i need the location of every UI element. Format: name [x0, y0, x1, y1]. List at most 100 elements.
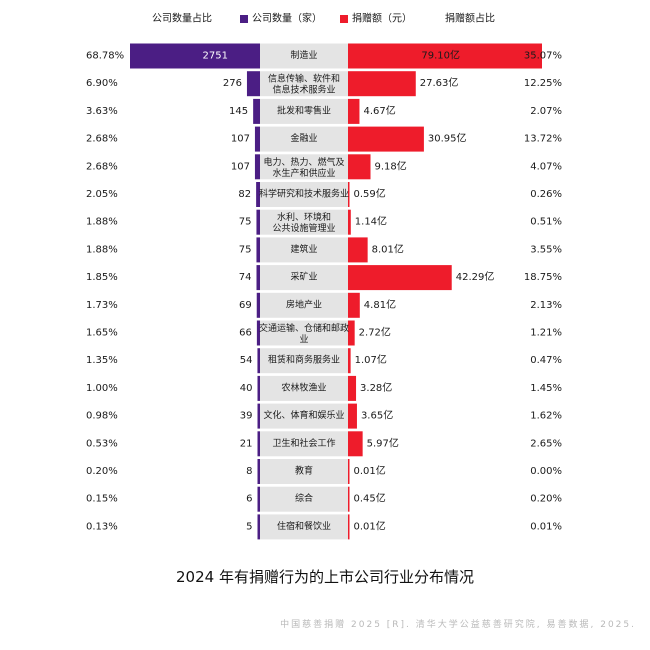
category-label: 建筑业	[290, 243, 317, 255]
donation-share-label: 0.26%	[530, 189, 562, 200]
category-label: 水利、环境和公共设施管理业	[272, 211, 335, 234]
donation-share-label: 3.55%	[530, 244, 562, 255]
donation-label: 4.81亿	[364, 298, 396, 311]
count-share-label: 0.15%	[86, 494, 118, 505]
count-label: 66	[239, 328, 252, 339]
count-share-label: 2.68%	[86, 161, 118, 172]
category-box	[260, 154, 348, 180]
donation-share-label: 0.01%	[530, 521, 562, 532]
bar-count	[256, 237, 260, 263]
bar-count	[246, 71, 260, 97]
category-box	[260, 237, 348, 263]
category-box	[260, 209, 348, 235]
count-share-label: 1.00%	[86, 383, 118, 394]
count-share-label: 0.20%	[86, 466, 118, 477]
donation-label: 27.63亿	[420, 76, 459, 89]
donation-share-label: 13.72%	[524, 134, 562, 145]
count-label: 74	[239, 272, 252, 283]
category-label: 制造业	[290, 49, 317, 61]
bar-count	[257, 431, 260, 457]
category-box	[260, 431, 348, 457]
bar-count	[257, 375, 260, 401]
bar-count	[256, 182, 260, 207]
bar-donation	[348, 209, 351, 235]
count-share-label: 1.73%	[86, 300, 118, 311]
donation-label: 30.95亿	[428, 132, 467, 145]
legend-count-share: 公司数量占比	[152, 12, 212, 25]
bar-count	[256, 292, 260, 318]
donation-label: 1.07亿	[355, 353, 387, 366]
category-box	[260, 292, 348, 318]
category-box	[260, 71, 348, 97]
donation-label: 3.65亿	[361, 409, 393, 422]
count-share-label: 1.35%	[86, 355, 118, 366]
category-box	[260, 182, 348, 207]
bar-count	[257, 403, 260, 429]
count-label: 21	[240, 438, 253, 449]
count-label: 6	[246, 494, 252, 505]
count-share-label: 1.85%	[86, 272, 118, 283]
donation-share-label: 0.20%	[530, 494, 562, 505]
legend-donation: 捐赠额（元）	[352, 12, 412, 25]
legend-swatch-count	[240, 15, 248, 23]
category-label: 信息传输、软件和信息技术服务业	[268, 73, 340, 96]
donation-share-label: 2.65%	[530, 438, 562, 449]
bar-count	[257, 514, 260, 540]
bar-donation	[348, 431, 363, 457]
category-label: 采矿业	[290, 271, 317, 283]
bar-donation	[348, 375, 357, 401]
bar-count	[253, 98, 260, 124]
bar-donation	[348, 126, 424, 152]
category-box	[260, 348, 348, 374]
donation-share-label: 35.07%	[524, 51, 562, 62]
category-label: 房地产业	[286, 298, 322, 310]
category-label: 综合	[295, 492, 313, 504]
count-label: 2751	[203, 51, 228, 62]
count-share-label: 1.65%	[86, 328, 118, 339]
category-label: 金融业	[290, 132, 317, 144]
donation-label: 2.72亿	[359, 326, 391, 339]
donation-share-label: 1.62%	[530, 411, 562, 422]
source-citation: 中国慈善捐赠 2025 [R]. 清华大学公益慈善研究院, 易善数据, 2025…	[280, 620, 636, 630]
bar-donation	[348, 320, 355, 346]
count-label: 8	[246, 466, 252, 477]
count-share-label: 1.88%	[86, 244, 118, 255]
legend-swatch-donation	[340, 15, 348, 23]
count-label: 107	[231, 134, 250, 145]
bar-donation	[348, 348, 351, 374]
bar-count	[257, 348, 260, 374]
donation-label: 3.28亿	[360, 381, 392, 394]
donation-label: 0.01亿	[354, 464, 386, 477]
bar-donation	[348, 403, 357, 429]
category-box	[260, 265, 348, 291]
count-label: 69	[239, 300, 252, 311]
chart-title: 2024 年有捐赠行为的上市公司行业分布情况	[176, 568, 474, 586]
donation-label: 42.29亿	[456, 270, 495, 283]
bar-donation	[348, 292, 360, 318]
category-label: 租赁和商务服务业	[268, 354, 340, 366]
count-label: 82	[238, 189, 251, 200]
category-label: 住宿和餐饮业	[277, 520, 331, 532]
donation-share-label: 0.00%	[530, 466, 562, 477]
category-label: 电力、热力、燃气及水生产和供应业	[263, 156, 344, 179]
category-box	[260, 43, 348, 69]
bar-count	[257, 459, 260, 484]
bar-count	[254, 154, 260, 180]
donation-label: 79.10亿	[421, 49, 460, 62]
bar-donation	[348, 43, 542, 69]
bar-donation	[348, 154, 371, 180]
count-label: 145	[229, 106, 248, 117]
category-label: 教育	[295, 465, 313, 477]
donation-share-label: 0.47%	[530, 355, 562, 366]
legend-donation-share: 捐赠额占比	[445, 12, 495, 25]
category-box	[260, 320, 348, 346]
count-share-label: 6.90%	[86, 78, 118, 89]
donation-label: 0.59亿	[354, 187, 386, 200]
bar-count	[254, 126, 260, 152]
donation-label: 0.45亿	[354, 492, 386, 505]
count-share-label: 2.68%	[86, 134, 118, 145]
donation-share-label: 1.21%	[530, 328, 562, 339]
category-label: 科学研究和技术服务业	[259, 188, 349, 200]
category-label: 批发和零售业	[277, 104, 331, 116]
